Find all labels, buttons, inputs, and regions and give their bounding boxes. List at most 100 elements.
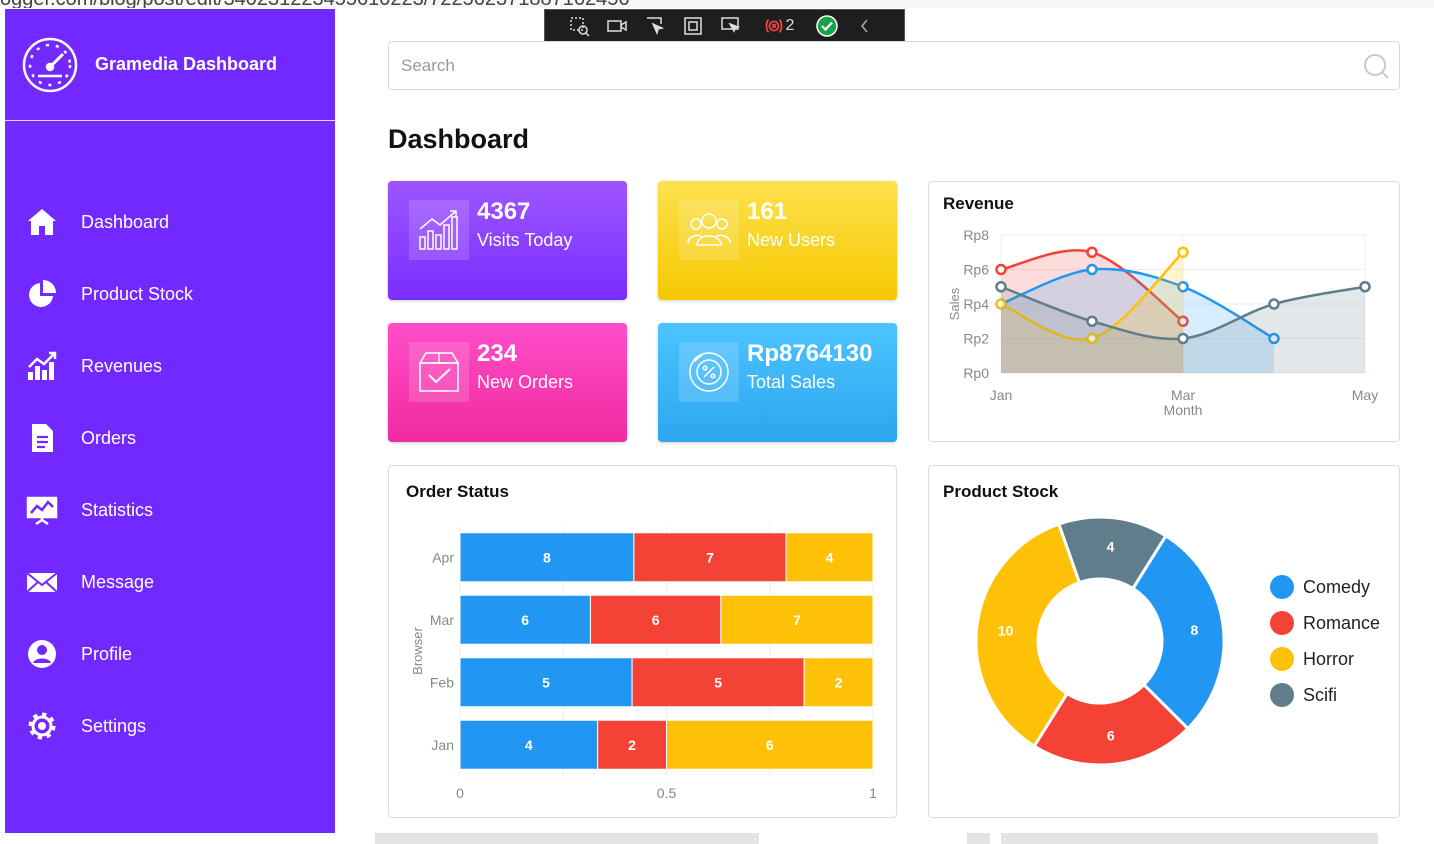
order-bar-segment[interactable]: [803, 657, 874, 708]
sidebar-item-revenues[interactable]: Revenues: [5, 330, 335, 402]
legend-swatch: [1270, 611, 1294, 635]
revenue-data-point[interactable]: [1177, 315, 1189, 327]
select-pointer-icon[interactable]: [643, 15, 667, 37]
pie-chart-icon: [25, 277, 59, 311]
sidebar-item-product-stock[interactable]: Product Stock: [5, 258, 335, 330]
horizontal-scrollbar[interactable]: [1001, 833, 1378, 844]
visits-label: Visits Today: [477, 230, 573, 250]
check-circle-icon[interactable]: [815, 14, 839, 37]
legend-swatch: [1270, 683, 1294, 707]
order-bar-label: 8: [543, 549, 551, 565]
product-stock-title: Product Stock: [943, 482, 1059, 501]
users-group-icon: [679, 200, 739, 260]
sidebar-item-label: Settings: [81, 715, 147, 736]
video-camera-icon[interactable]: [605, 15, 629, 37]
inspect-element-icon[interactable]: [567, 15, 591, 37]
legend-label[interactable]: Horror: [1303, 649, 1354, 669]
stock-slice[interactable]: [1056, 515, 1168, 591]
revenue-chart: Rp0 Rp2 Rp4 Rp6 Rp8 Jan Mar May Month Sales: [947, 227, 1378, 418]
order-bar-label: 5: [714, 674, 722, 690]
sidebar-item-message[interactable]: Message: [5, 546, 335, 618]
revenue-data-point[interactable]: [1177, 332, 1189, 345]
error-count: 2: [785, 16, 795, 34]
error-counter[interactable]: 2: [757, 15, 801, 37]
revenue-data-point[interactable]: [1086, 246, 1098, 258]
sidebar-item-label: Revenues: [81, 355, 163, 376]
legend-label[interactable]: Romance: [1303, 613, 1380, 633]
order-x-tick: 0.5: [657, 785, 677, 801]
order-bar-segment[interactable]: [459, 719, 599, 770]
order-bar-segment[interactable]: [459, 657, 633, 708]
new-orders-label: New Orders: [477, 372, 574, 392]
sidebar-item-settings[interactable]: Settings: [5, 690, 335, 762]
revenue-data-point[interactable]: [1177, 281, 1189, 293]
gear-icon: [25, 709, 59, 743]
search-icon[interactable]: [1363, 53, 1389, 79]
order-bar-segment[interactable]: [459, 594, 591, 645]
sidebar-item-label: Dashboard: [81, 211, 170, 232]
horizontal-scrollbar[interactable]: [375, 833, 759, 844]
new-users-card[interactable]: 161 New Users: [658, 181, 897, 300]
stock-slice[interactable]: [1130, 533, 1226, 731]
order-bar-segment[interactable]: [720, 594, 874, 645]
revenue-data-point[interactable]: [1086, 332, 1098, 345]
revenue-data-point[interactable]: [1086, 263, 1098, 276]
revenue-data-point[interactable]: [1086, 315, 1098, 327]
new-orders-card[interactable]: 234 New Orders: [388, 323, 627, 442]
revenue-data-point[interactable]: [1177, 246, 1189, 258]
revenue-data-point[interactable]: [995, 263, 1007, 276]
order-bar-segment[interactable]: [589, 594, 722, 645]
order-bar-label: 6: [521, 612, 529, 628]
revenue-data-point[interactable]: [1268, 332, 1280, 345]
order-bar-label: 5: [542, 674, 550, 690]
browser-url-text: ogger.com/blog/post/edit/340231223455610…: [0, 0, 629, 8]
visits-card[interactable]: 4367 Visits Today: [388, 181, 627, 300]
search-input[interactable]: [389, 42, 1399, 89]
sidebar-nav: Dashboard Product Stock Revenues Orders: [5, 186, 335, 762]
stock-slice[interactable]: [1032, 682, 1190, 767]
order-bar-segment[interactable]: [666, 719, 874, 770]
sidebar-item-statistics[interactable]: Statistics: [5, 474, 335, 546]
order-bar-segment[interactable]: [631, 657, 805, 708]
legend-label[interactable]: Comedy: [1303, 577, 1370, 597]
legend-swatch: [1270, 575, 1294, 599]
brand-header[interactable]: Gramedia Dashboard: [5, 9, 335, 121]
legend-label[interactable]: Scifi: [1303, 685, 1337, 705]
stock-slice[interactable]: [974, 522, 1082, 749]
sidebar-item-orders[interactable]: Orders: [5, 402, 335, 474]
revenue-data-point[interactable]: [1268, 298, 1280, 310]
horizontal-scrollbar[interactable]: [967, 833, 990, 844]
total-sales-card[interactable]: Rp8764130 Total Sales: [658, 323, 897, 442]
order-bar-segment[interactable]: [633, 532, 787, 583]
revenue-series-area: [1001, 252, 1183, 373]
order-x-tick: 0: [456, 785, 464, 801]
browser-url-bar[interactable]: ogger.com/blog/post/edit/340231223455610…: [0, 0, 1434, 8]
screen-pointer-icon[interactable]: [719, 15, 743, 37]
statistics-icon: [25, 493, 59, 527]
home-icon: [25, 205, 59, 239]
total-sales-value: Rp8764130: [747, 340, 873, 367]
brand-title: Gramedia Dashboard: [95, 54, 278, 74]
order-category-label: Mar: [430, 612, 454, 628]
visits-value: 4367: [477, 198, 531, 225]
order-bar-segment[interactable]: [785, 532, 874, 583]
revenue-x-tick: Mar: [1171, 387, 1195, 403]
revenue-x-tick: Jan: [990, 387, 1013, 403]
collapse-chevron-icon[interactable]: [853, 15, 877, 37]
sidebar-item-dashboard[interactable]: Dashboard: [5, 186, 335, 258]
sidebar-item-profile[interactable]: Profile: [5, 618, 335, 690]
revenue-series-area: [1001, 268, 1274, 373]
stock-slice-label: 10: [998, 623, 1014, 639]
total-sales-label: Total Sales: [747, 372, 836, 392]
order-bar-label: 4: [525, 737, 533, 753]
product-stock-chart: 8 6 10 4 Comedy Romance Horror Scifi: [974, 515, 1380, 767]
revenue-data-point[interactable]: [995, 281, 1007, 293]
order-category-label: Apr: [432, 549, 454, 565]
revenue-data-point[interactable]: [1359, 281, 1371, 293]
error-bug-icon: [765, 18, 782, 33]
revenue-data-point[interactable]: [995, 298, 1007, 310]
revenue-y-tick: Rp6: [963, 262, 989, 278]
order-status-chart-panel: Order Status 0 0.5 1 Browser Apr 8 7 4 Mar 6 6 7 Feb…: [388, 465, 897, 818]
frame-select-icon[interactable]: [681, 15, 705, 37]
order-bar-segment[interactable]: [597, 719, 668, 770]
